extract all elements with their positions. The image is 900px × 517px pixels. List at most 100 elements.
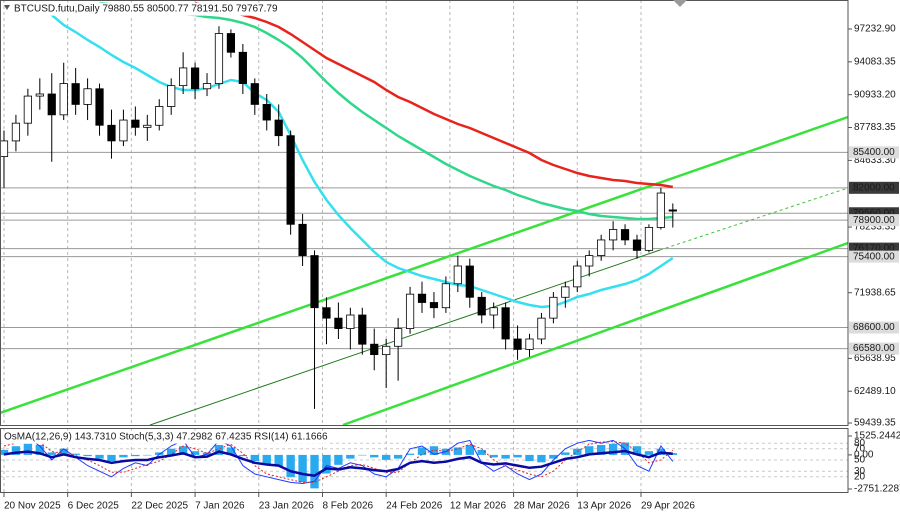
y-tick-label: 78233.35 xyxy=(854,222,896,233)
osma-bar xyxy=(59,448,68,455)
candle-body xyxy=(585,255,594,267)
osma-bar xyxy=(381,454,391,460)
level-label: 66580.00 xyxy=(853,343,895,354)
indicator-frame xyxy=(0,428,849,493)
candle-body xyxy=(573,265,582,288)
osma-bar xyxy=(417,447,427,455)
osma-bar xyxy=(585,446,594,455)
candle-body xyxy=(226,33,236,53)
osma-bar xyxy=(178,446,188,455)
x-tick-label: 29 Apr 2026 xyxy=(641,501,695,512)
osma-bar xyxy=(393,454,403,459)
osma-bar xyxy=(35,444,44,455)
candle-body xyxy=(620,229,630,241)
osma-bar xyxy=(537,454,546,463)
candle-body xyxy=(549,296,558,319)
osma-bar xyxy=(525,454,534,462)
candle-body xyxy=(597,239,606,256)
osma-bar xyxy=(47,452,56,455)
candle-body xyxy=(513,338,522,350)
y-tick-label: 84633.30 xyxy=(854,155,896,166)
osma-bar xyxy=(358,454,367,456)
candle-body xyxy=(382,345,391,356)
candle-body xyxy=(262,104,271,121)
level-label: 75400.00 xyxy=(853,251,895,262)
osma-bar xyxy=(310,454,319,489)
x-tick-label: 20 Nov 2025 xyxy=(4,501,61,512)
candle-body xyxy=(238,51,247,84)
osma-bar xyxy=(573,448,582,455)
mark-layer xyxy=(0,1,678,489)
x-tick-label: 7 Jan 2026 xyxy=(195,501,245,512)
osma-bar xyxy=(11,446,21,455)
y-tick-label: 62489.10 xyxy=(854,386,896,397)
candle-body xyxy=(179,67,188,87)
level-layer xyxy=(0,151,848,350)
channel-upper xyxy=(0,115,849,415)
y2-tick-label: 50 xyxy=(854,455,866,466)
candle-body xyxy=(190,67,200,90)
osma-bar xyxy=(501,454,510,459)
candle-body xyxy=(489,307,498,316)
candle-body xyxy=(274,119,283,137)
osma-bar xyxy=(83,454,92,457)
chart-title: BTCUSD.futu,Daily 79880.55 80500.77 7819… xyxy=(14,4,278,15)
osma-bar xyxy=(131,454,140,457)
title-backdrop xyxy=(12,2,280,16)
level-label: 78900.00 xyxy=(853,215,895,226)
osma-bar xyxy=(23,443,33,455)
osma-bar xyxy=(465,444,474,455)
candle-body xyxy=(155,106,164,126)
osma-bar xyxy=(608,443,618,455)
candle-body xyxy=(334,317,343,329)
level-tag xyxy=(849,181,899,194)
candle-body xyxy=(214,33,224,84)
level-tag xyxy=(849,342,899,355)
y-tick-label: 59439.35 xyxy=(854,418,896,429)
osma-bar xyxy=(489,454,498,458)
level-label: 68600.00 xyxy=(853,322,895,333)
candle-body xyxy=(394,328,403,347)
osma-bar xyxy=(596,444,606,455)
osma-bar xyxy=(238,454,248,457)
candle-body xyxy=(322,307,331,319)
osma-bar xyxy=(370,454,379,458)
main-frame xyxy=(0,0,849,426)
osma-bar xyxy=(262,454,271,464)
grid-layer xyxy=(0,0,848,492)
osma-bar xyxy=(286,454,295,478)
candle-body xyxy=(95,88,104,126)
osma-bar xyxy=(644,451,654,455)
candle-body xyxy=(632,239,642,251)
candle-body xyxy=(11,122,21,142)
menu-icon xyxy=(4,5,10,10)
osma-bar xyxy=(107,454,116,462)
osma-bar xyxy=(429,446,439,455)
moving-average xyxy=(39,6,674,309)
candle-body xyxy=(370,343,379,356)
level-label: 76170.00 xyxy=(853,243,895,254)
y-tick-label: -2751.2287 xyxy=(854,484,900,495)
candle-body xyxy=(119,119,128,142)
y-tick-label: 94083.35 xyxy=(854,56,896,67)
candle-body xyxy=(167,85,176,107)
osma-bar xyxy=(95,454,104,459)
candle-body xyxy=(358,314,367,345)
osma-bar xyxy=(334,454,343,465)
candle-body xyxy=(346,314,355,329)
candle-body xyxy=(202,83,212,90)
osma-bar xyxy=(513,454,522,458)
osma-bar xyxy=(0,449,9,455)
candle-body xyxy=(465,265,474,298)
osma-bar xyxy=(190,451,200,455)
y2-tick-label: 30 xyxy=(854,466,866,477)
candle-body xyxy=(525,338,534,350)
candle-body xyxy=(656,192,665,228)
candle-body xyxy=(23,95,32,124)
y-tick-label: 90933.20 xyxy=(854,89,896,100)
candle-body xyxy=(143,124,152,128)
osma-bar xyxy=(214,444,224,455)
x-tick-label: 28 Mar 2026 xyxy=(514,501,571,512)
